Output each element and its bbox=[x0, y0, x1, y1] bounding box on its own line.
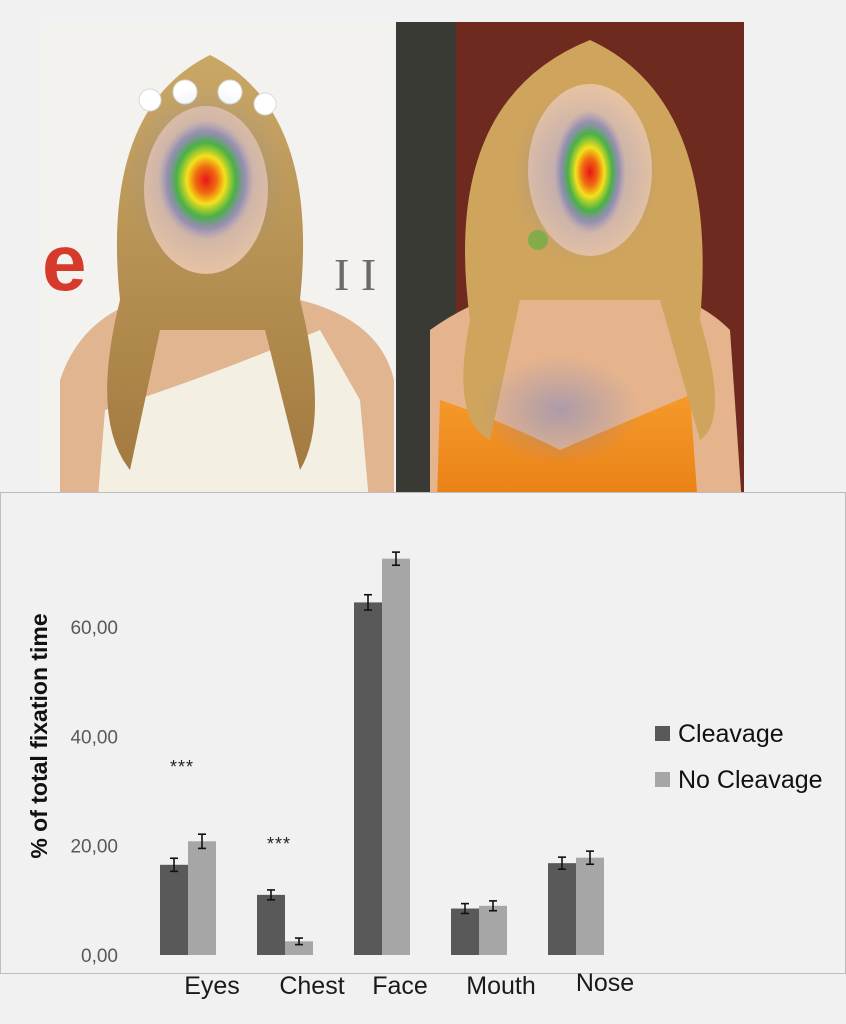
significance-marker: *** bbox=[267, 834, 291, 854]
y-axis-label: % of total fixation time bbox=[26, 613, 52, 858]
bar-nose-cleavage bbox=[548, 863, 576, 955]
error-bar bbox=[489, 900, 497, 912]
y-tick-label: 20,00 bbox=[70, 837, 118, 858]
x-category-label: Mouth bbox=[466, 972, 535, 1000]
bar-eyes-no-cleavage bbox=[188, 841, 216, 955]
x-category-label: Face bbox=[372, 972, 428, 1000]
bar-chest-no-cleavage bbox=[285, 941, 313, 955]
error-bar bbox=[558, 856, 566, 870]
x-category-label: Chest bbox=[279, 972, 344, 1000]
bar-nose-no-cleavage bbox=[576, 857, 604, 955]
legend-swatch bbox=[655, 726, 670, 741]
x-category-label: Eyes bbox=[184, 972, 240, 1000]
svg-text:e: e bbox=[42, 218, 87, 307]
right-heatmap-blob bbox=[554, 110, 626, 234]
left-heatmap-blob bbox=[158, 120, 254, 240]
chart-frame bbox=[0, 492, 846, 974]
bar-eyes-cleavage bbox=[160, 864, 188, 955]
significance-marker: *** bbox=[170, 757, 194, 777]
y-tick-label: 0,00 bbox=[81, 946, 118, 967]
legend-label: No Cleavage bbox=[678, 766, 823, 794]
error-bar bbox=[198, 833, 206, 850]
error-bar bbox=[392, 551, 400, 567]
y-tick-label: 60,00 bbox=[70, 618, 118, 639]
left-photo: e I I bbox=[42, 22, 394, 534]
bar-chest-cleavage bbox=[257, 894, 285, 955]
bar-mouth-no-cleavage bbox=[479, 905, 507, 955]
error-bar bbox=[461, 902, 469, 915]
error-bar bbox=[586, 850, 594, 866]
legend-swatch bbox=[655, 772, 670, 787]
y-tick-label: 40,00 bbox=[70, 727, 118, 748]
error-bar bbox=[170, 857, 178, 873]
svg-text:I I: I I bbox=[334, 249, 376, 300]
bar-face-no-cleavage bbox=[382, 558, 410, 955]
error-bar bbox=[295, 937, 303, 946]
error-bar bbox=[364, 593, 372, 611]
legend-label: Cleavage bbox=[678, 720, 784, 748]
x-category-label: Nose bbox=[576, 969, 634, 997]
error-bar bbox=[267, 889, 275, 901]
bar-face-cleavage bbox=[354, 602, 382, 955]
bar-mouth-cleavage bbox=[451, 908, 479, 955]
